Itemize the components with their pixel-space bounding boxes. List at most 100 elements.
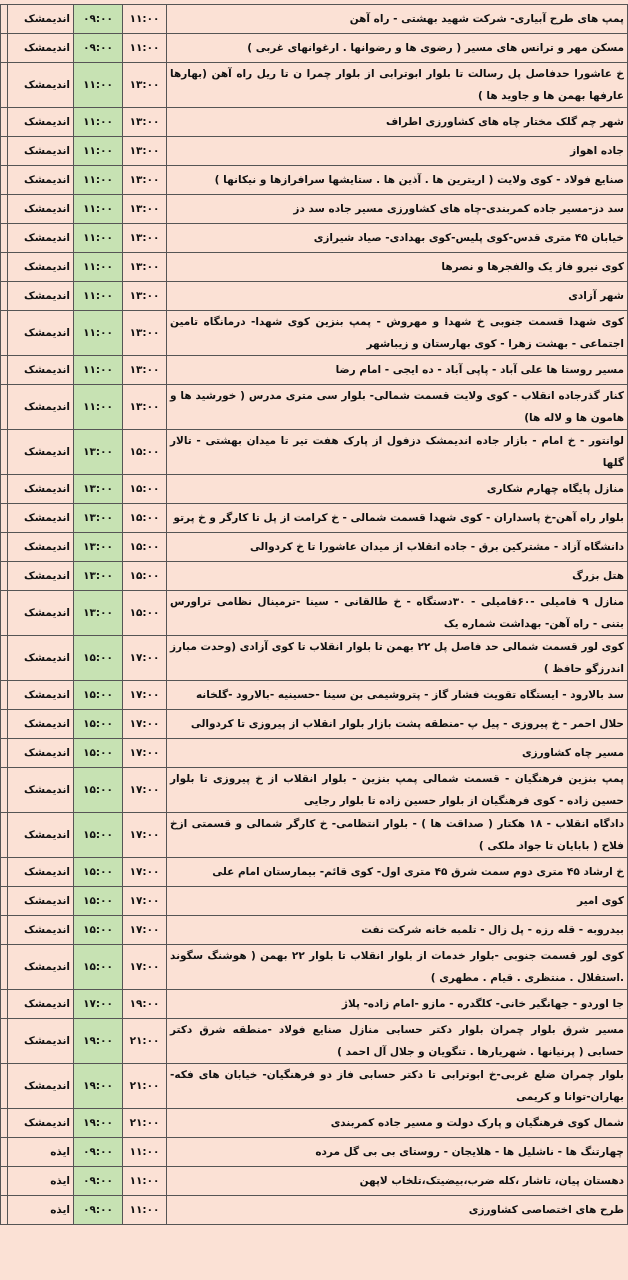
city-name: اندیمشک [7, 989, 74, 1019]
end-time: ۱۵:۰۰ [122, 503, 167, 533]
end-time: ۱۱:۰۰ [122, 33, 167, 63]
city-name: اندیمشک [7, 281, 74, 311]
area-description: خیابان ۴۵ متری قدس-کوی پلیس-کوی بهدادی- … [166, 223, 628, 253]
table-row: کوی نیرو فاز یک والفجرها و نصرها ۱۳:۰۰ ۱۱:… [0, 252, 628, 282]
empty-cell [0, 738, 8, 768]
table-row: پمپ های طرح آبیاری- شرکت شهید بهشتی - را… [0, 4, 628, 34]
end-time: ۱۳:۰۰ [122, 252, 167, 282]
city-name: اندیمشک [7, 503, 74, 533]
empty-cell [0, 310, 8, 356]
empty-cell [0, 1166, 8, 1196]
end-time: ۱۱:۰۰ [122, 1166, 167, 1196]
end-time: ۱۷:۰۰ [122, 680, 167, 710]
city-name: اندیمشک [7, 107, 74, 137]
empty-cell [0, 165, 8, 195]
start-time: ۱۱:۰۰ [73, 355, 123, 385]
end-time: ۱۵:۰۰ [122, 474, 167, 504]
table-row: خ ارشاد ۴۵ متری دوم سمت شرق ۴۵ متری اول-… [0, 857, 628, 887]
table-row: بلوار راه آهن-خ پاسداران - کوی شهدا قسمت… [0, 503, 628, 533]
city-name: اندیمشک [7, 532, 74, 562]
start-time: ۱۱:۰۰ [73, 194, 123, 224]
area-description: مسیر شرق بلوار چمران بلوار دکتر حسابی من… [166, 1018, 628, 1064]
start-time: ۰۹:۰۰ [73, 1195, 123, 1225]
end-time: ۱۳:۰۰ [122, 223, 167, 253]
city-name: اندیمشک [7, 165, 74, 195]
empty-cell [0, 223, 8, 253]
start-time: ۱۱:۰۰ [73, 165, 123, 195]
area-description: پمپ بنزین فرهنگیان - قسمت شمالی پمپ بنزی… [166, 767, 628, 813]
city-name: اندیمشک [7, 709, 74, 739]
end-time: ۱۹:۰۰ [122, 989, 167, 1019]
empty-cell [0, 532, 8, 562]
empty-cell [0, 680, 8, 710]
empty-cell [0, 709, 8, 739]
area-description: صنایع فولاد - کوی ولایت ( اریترین ها . آ… [166, 165, 628, 195]
table-row: بیدروبه - قله رزه - پل زال - تلمبه خانه … [0, 915, 628, 945]
area-description: منازل ۹ فامیلی -۶۰فامیلی - ۳۰دستگاه - خ … [166, 590, 628, 636]
city-name: اندیمشک [7, 561, 74, 591]
area-description: بیدروبه - قله رزه - پل زال - تلمبه خانه … [166, 915, 628, 945]
start-time: ۱۷:۰۰ [73, 989, 123, 1019]
end-time: ۲۱:۰۰ [122, 1063, 167, 1109]
table-row: سد بالارود - ایستگاه تقویت فشار گاز - پت… [0, 680, 628, 710]
empty-cell [0, 355, 8, 385]
empty-cell [0, 886, 8, 916]
end-time: ۱۱:۰۰ [122, 4, 167, 34]
empty-cell [0, 474, 8, 504]
table-row: طرح های اختصاصی کشاورزی ۱۱:۰۰ ۰۹:۰۰ ایذه [0, 1195, 628, 1225]
table-row: مسیر روستا ها علی آباد - پاپی آباد - ده … [0, 355, 628, 385]
start-time: ۱۱:۰۰ [73, 310, 123, 356]
area-description: کوی شهدا قسمت جنوبی خ شهدا و مهروش - پمپ… [166, 310, 628, 356]
end-time: ۱۷:۰۰ [122, 886, 167, 916]
area-description: دادگاه انقلاب - ۱۸ هکتار ( صداقت ها ) - … [166, 812, 628, 858]
end-time: ۱۳:۰۰ [122, 194, 167, 224]
start-time: ۱۱:۰۰ [73, 252, 123, 282]
empty-cell [0, 989, 8, 1019]
empty-cell [0, 62, 8, 108]
city-name: اندیمشک [7, 62, 74, 108]
city-name: اندیمشک [7, 812, 74, 858]
city-name: اندیمشک [7, 590, 74, 636]
table-row: کوی شهدا قسمت جنوبی خ شهدا و مهروش - پمپ… [0, 310, 628, 356]
end-time: ۱۷:۰۰ [122, 738, 167, 768]
end-time: ۲۱:۰۰ [122, 1108, 167, 1138]
start-time: ۱۹:۰۰ [73, 1108, 123, 1138]
start-time: ۱۱:۰۰ [73, 223, 123, 253]
city-name: اندیمشک [7, 384, 74, 430]
start-time: ۱۳:۰۰ [73, 503, 123, 533]
start-time: ۰۹:۰۰ [73, 1166, 123, 1196]
area-description: شهر چم گلک مختار چاه های کشاورزی اطراف [166, 107, 628, 137]
city-name: اندیمشک [7, 738, 74, 768]
empty-cell [0, 767, 8, 813]
area-description: خ ارشاد ۴۵ متری دوم سمت شرق ۴۵ متری اول-… [166, 857, 628, 887]
area-description: لوانتور - خ امام - بازار جاده اندیمشک دز… [166, 429, 628, 475]
empty-cell [0, 194, 8, 224]
table-row: کنار گذرجاده انقلاب - کوی ولایت قسمت شما… [0, 384, 628, 430]
table-row: منازل پایگاه چهارم شکاری ۱۵:۰۰ ۱۳:۰۰ اندیمش… [0, 474, 628, 504]
start-time: ۱۱:۰۰ [73, 107, 123, 137]
table-row: مسکن مهر و ترانس های مسیر ( رضوی ها و رض… [0, 33, 628, 63]
table-row: کوی لور قسمت جنوبی -بلوار خدمات از بلوار… [0, 944, 628, 990]
end-time: ۱۳:۰۰ [122, 165, 167, 195]
start-time: ۱۱:۰۰ [73, 136, 123, 166]
empty-cell [0, 857, 8, 887]
area-description: مسیر چاه کشاورزی [166, 738, 628, 768]
start-time: ۱۵:۰۰ [73, 738, 123, 768]
empty-cell [0, 107, 8, 137]
table-row: کوی لور قسمت شمالی حد فاصل پل ۲۲ بهمن تا… [0, 635, 628, 681]
empty-cell [0, 1018, 8, 1064]
empty-cell [0, 4, 8, 34]
area-description: کنار گذرجاده انقلاب - کوی ولایت قسمت شما… [166, 384, 628, 430]
empty-cell [0, 429, 8, 475]
empty-cell [0, 1195, 8, 1225]
start-time: ۰۹:۰۰ [73, 33, 123, 63]
area-description: دانشگاه آزاد - مشترکین برق - جاده انقلاب… [166, 532, 628, 562]
area-description: شهر آزادی [166, 281, 628, 311]
table-row: پمپ بنزین فرهنگیان - قسمت شمالی پمپ بنزی… [0, 767, 628, 813]
area-description: سد بالارود - ایستگاه تقویت فشار گاز - پت… [166, 680, 628, 710]
empty-cell [0, 281, 8, 311]
city-name: اندیمشک [7, 915, 74, 945]
table-row: چهارتنگ ها - ناشلیل ها - هلایجان - روستا… [0, 1137, 628, 1167]
